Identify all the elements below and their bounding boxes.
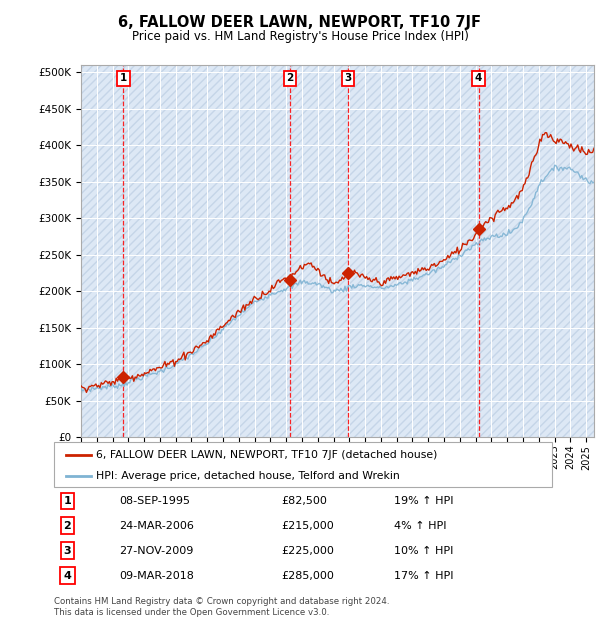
Text: 4: 4 [64, 570, 71, 580]
Text: 24-MAR-2006: 24-MAR-2006 [119, 521, 194, 531]
Text: 08-SEP-1995: 08-SEP-1995 [119, 495, 190, 506]
Text: £225,000: £225,000 [281, 546, 334, 556]
Text: 27-NOV-2009: 27-NOV-2009 [119, 546, 193, 556]
Text: £285,000: £285,000 [281, 570, 334, 580]
Text: 3: 3 [64, 546, 71, 556]
Text: 19% ↑ HPI: 19% ↑ HPI [394, 495, 454, 506]
Text: 09-MAR-2018: 09-MAR-2018 [119, 570, 194, 580]
Text: Contains HM Land Registry data © Crown copyright and database right 2024.
This d: Contains HM Land Registry data © Crown c… [54, 598, 389, 617]
Text: 2: 2 [64, 521, 71, 531]
Text: 1: 1 [120, 73, 127, 83]
Text: 10% ↑ HPI: 10% ↑ HPI [394, 546, 454, 556]
Text: 17% ↑ HPI: 17% ↑ HPI [394, 570, 454, 580]
Text: 2: 2 [286, 73, 293, 83]
Text: 3: 3 [344, 73, 352, 83]
Text: 6, FALLOW DEER LAWN, NEWPORT, TF10 7JF: 6, FALLOW DEER LAWN, NEWPORT, TF10 7JF [119, 16, 482, 30]
Text: HPI: Average price, detached house, Telford and Wrekin: HPI: Average price, detached house, Telf… [97, 471, 400, 480]
FancyBboxPatch shape [54, 442, 552, 487]
Text: £82,500: £82,500 [281, 495, 326, 506]
Text: 1: 1 [64, 495, 71, 506]
Text: 4: 4 [475, 73, 482, 83]
Text: 4% ↑ HPI: 4% ↑ HPI [394, 521, 446, 531]
Text: 6, FALLOW DEER LAWN, NEWPORT, TF10 7JF (detached house): 6, FALLOW DEER LAWN, NEWPORT, TF10 7JF (… [97, 450, 438, 459]
Text: £215,000: £215,000 [281, 521, 334, 531]
Text: Price paid vs. HM Land Registry's House Price Index (HPI): Price paid vs. HM Land Registry's House … [131, 30, 469, 43]
